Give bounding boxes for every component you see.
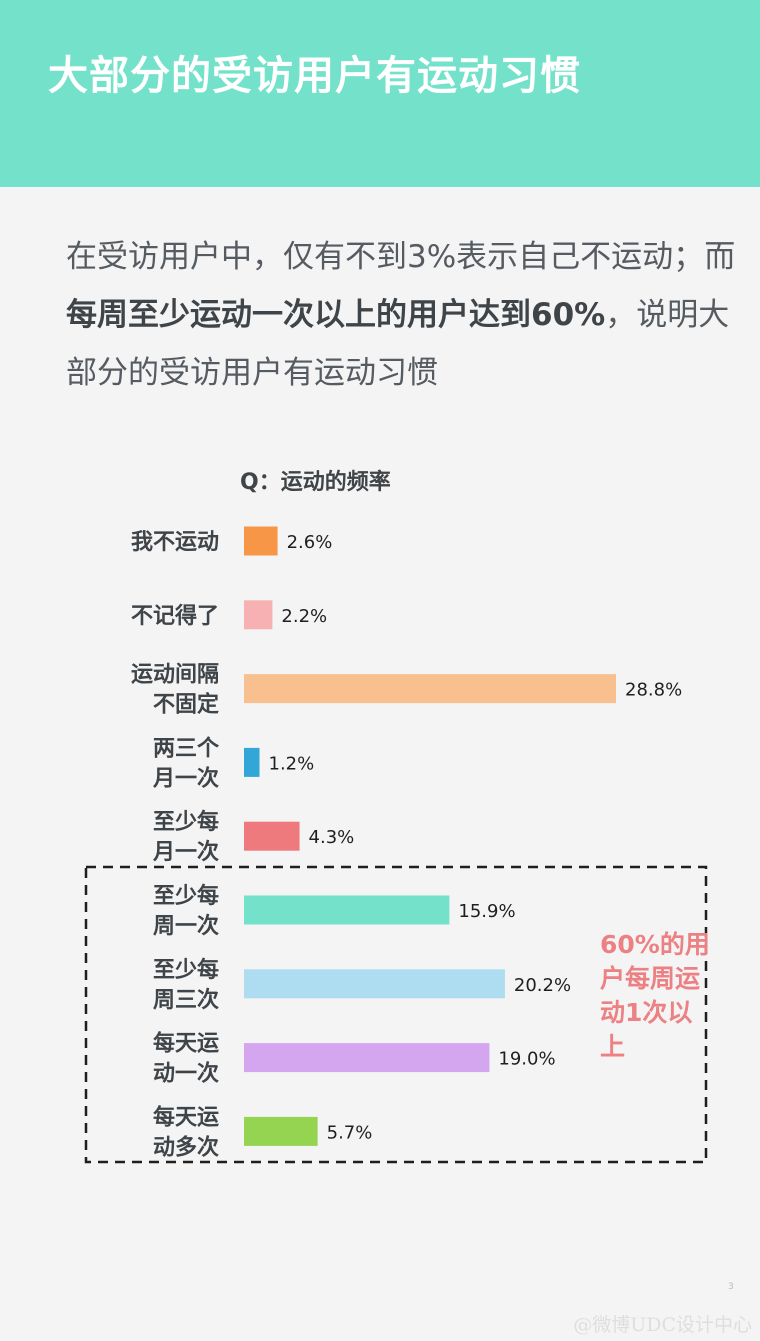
- value-label-3: 1.2%: [269, 753, 315, 774]
- bar-5: [244, 895, 450, 925]
- value-label-7: 19.0%: [498, 1049, 555, 1070]
- highlight-callout: 60%的用户每周运动1次以上: [600, 930, 710, 1061]
- value-label-1: 2.2%: [281, 606, 327, 627]
- category-label-7-0: 每天运: [153, 1031, 219, 1057]
- category-label-6-0: 至少每: [153, 957, 219, 983]
- bar-1: [244, 600, 273, 630]
- chart-title: Q：运动的频率: [240, 470, 391, 495]
- value-label-8: 5.7%: [327, 1122, 373, 1143]
- bar-4: [244, 821, 300, 851]
- category-label-2-1: 不固定: [153, 692, 219, 718]
- intro-text-1: 在受访用户中，仅有不到3%表示自己不运动；: [66, 239, 705, 275]
- category-label-1-0: 不记得了: [131, 603, 219, 629]
- category-label-8-1: 动多次: [153, 1134, 219, 1160]
- value-label-2: 28.8%: [625, 680, 682, 701]
- intro-text-2-prefix: 而: [704, 239, 736, 275]
- category-label-4-0: 至少每: [153, 809, 219, 835]
- category-label-4-1: 月一次: [152, 839, 219, 865]
- bar-2: [244, 674, 616, 704]
- bar-7: [244, 1043, 490, 1073]
- value-label-0: 2.6%: [287, 532, 333, 553]
- intro-text-2-suffix: ，说明大部分的受访用户有运动习惯: [66, 297, 730, 391]
- page-number: 3: [728, 1282, 734, 1292]
- bar-3: [244, 747, 260, 777]
- category-label-3-0: 两三个: [153, 736, 220, 761]
- category-label-2-0: 运动间隔: [131, 663, 219, 688]
- value-label-4: 4.3%: [309, 827, 355, 848]
- bar-6: [244, 969, 505, 999]
- category-label-8-0: 每天运: [153, 1104, 219, 1130]
- highlight-dashed-box: [84, 865, 708, 1164]
- category-label-5-0: 至少每: [153, 883, 219, 909]
- intro-highlight: 每周至少运动一次以上的用户达到60%: [66, 297, 606, 333]
- value-label-5: 15.9%: [458, 901, 515, 922]
- category-label-6-1: 周三次: [153, 987, 219, 1013]
- header-banner: 大部分的受访用户有运动习惯: [0, 0, 760, 187]
- intro-paragraph: 在受访用户中，仅有不到3%表示自己不运动；而每周至少运动一次以上的用户达到60%…: [66, 228, 746, 402]
- bar-8: [244, 1116, 318, 1146]
- page-title: 大部分的受访用户有运动习惯: [48, 53, 581, 99]
- bar-0: [244, 526, 278, 556]
- watermark: @微博UDC设计中心: [573, 1314, 752, 1336]
- category-label-0-0: 我不运动: [131, 530, 219, 555]
- category-label-3-1: 月一次: [152, 765, 219, 791]
- category-label-5-1: 周一次: [153, 913, 219, 939]
- value-label-6: 20.2%: [514, 975, 571, 996]
- category-label-7-1: 动一次: [153, 1061, 219, 1087]
